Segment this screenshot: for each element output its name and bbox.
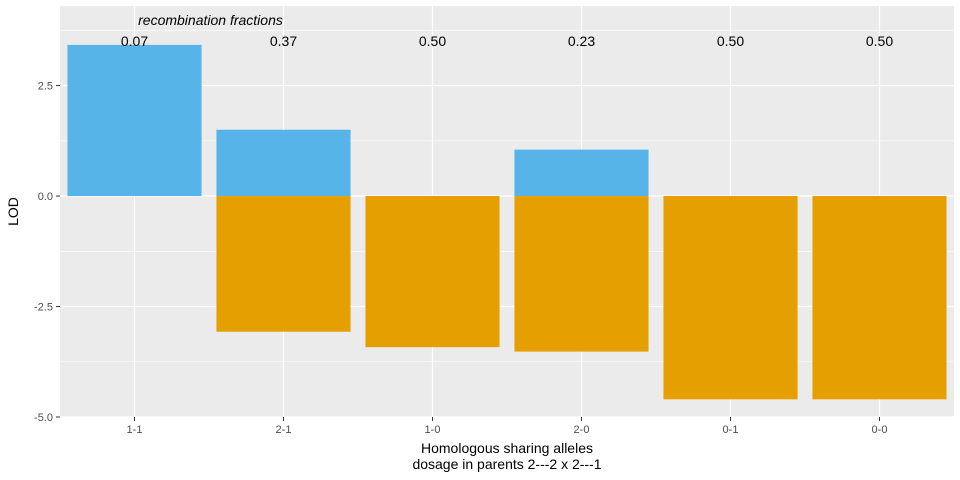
recombination-fraction-label: 0.50 [866, 33, 893, 49]
y-axis-title: LOD [5, 197, 21, 226]
x-axis-title-line1: Homologous sharing alleles [421, 440, 593, 456]
x-tick-label: 1-0 [425, 424, 441, 436]
recombination-fraction-label: 0.07 [121, 33, 148, 49]
x-axis: 1-1 2-1 1-0 2-0 0-1 0-0 [127, 417, 888, 436]
panel-background [60, 6, 954, 417]
recombination-fraction-label: 0.37 [270, 33, 297, 49]
bar-positive-2-1 [216, 129, 351, 197]
bar-negative-2-1 [216, 196, 351, 332]
bars [67, 44, 947, 400]
y-tick-label: -2.5 [34, 302, 53, 314]
x-tick-label: 1-1 [127, 424, 143, 436]
recombination-fraction-labels: 0.07 0.37 0.50 0.23 0.50 0.50 [121, 33, 893, 49]
bar-positive-2-0 [514, 149, 649, 197]
y-tick-label: 2.5 [38, 81, 53, 93]
bar-negative-1-0 [365, 196, 500, 348]
recombination-fraction-label: 0.50 [419, 33, 446, 49]
recombination-fraction-label: 0.23 [568, 33, 595, 49]
x-tick-label: 0-0 [872, 424, 888, 436]
x-tick-label: 2-1 [276, 424, 292, 436]
recombination-fraction-label: 0.50 [717, 33, 744, 49]
minor-gridlines [60, 30, 954, 363]
bar-negative-2-0 [514, 196, 649, 352]
y-tick-label: -5.0 [34, 412, 53, 424]
x-tick-label: 2-0 [574, 424, 590, 436]
bar-negative-0-1 [663, 196, 798, 400]
y-tick-label: 0.0 [38, 191, 53, 203]
x-tick-label: 0-1 [723, 424, 739, 436]
y-axis: -5.0 -2.5 0.0 2.5 [34, 81, 60, 424]
bar-negative-0-0 [812, 196, 947, 400]
annotation-recombination-fractions: recombination fractions [138, 12, 283, 28]
x-axis-title-line2: dosage in parents 2---2 x 2---1 [412, 456, 601, 472]
bar-positive-1-1 [67, 44, 202, 197]
